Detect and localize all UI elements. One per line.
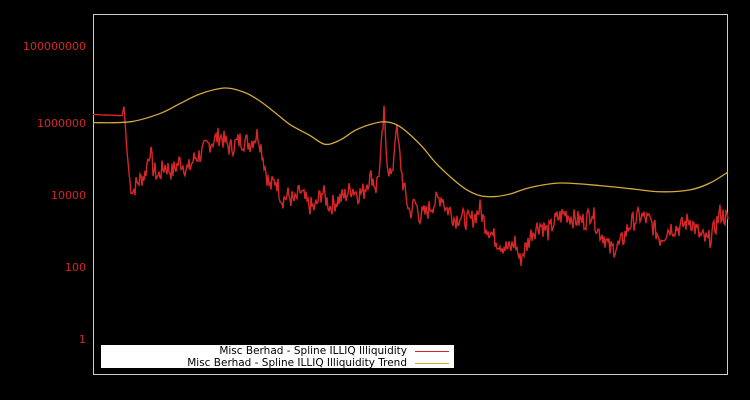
y-tick-label: 1000000 xyxy=(37,117,86,130)
y-tick-label: 100 xyxy=(65,261,86,274)
legend-swatch-red xyxy=(415,350,449,352)
plot-frame xyxy=(93,14,728,375)
legend-item-trend: Misc Berhad - Spline ILLIQ Illiquidity T… xyxy=(187,357,454,369)
y-tick-label: 1 xyxy=(79,333,86,346)
y-tick-label: 100000000 xyxy=(23,40,86,53)
series-illiquidity-line xyxy=(93,105,729,266)
legend-label: Misc Berhad - Spline ILLIQ Illiquidity xyxy=(219,345,407,357)
legend-item-illiquidity: Misc Berhad - Spline ILLIQ Illiquidity xyxy=(219,345,454,357)
legend-label: Misc Berhad - Spline ILLIQ Illiquidity T… xyxy=(187,357,407,369)
legend: Misc Berhad - Spline ILLIQ Illiquidity M… xyxy=(101,345,454,369)
series-layer xyxy=(92,87,729,266)
y-tick-label: 10000 xyxy=(51,189,86,202)
series-trend-line xyxy=(92,87,729,198)
legend-swatch-gold xyxy=(415,362,449,364)
